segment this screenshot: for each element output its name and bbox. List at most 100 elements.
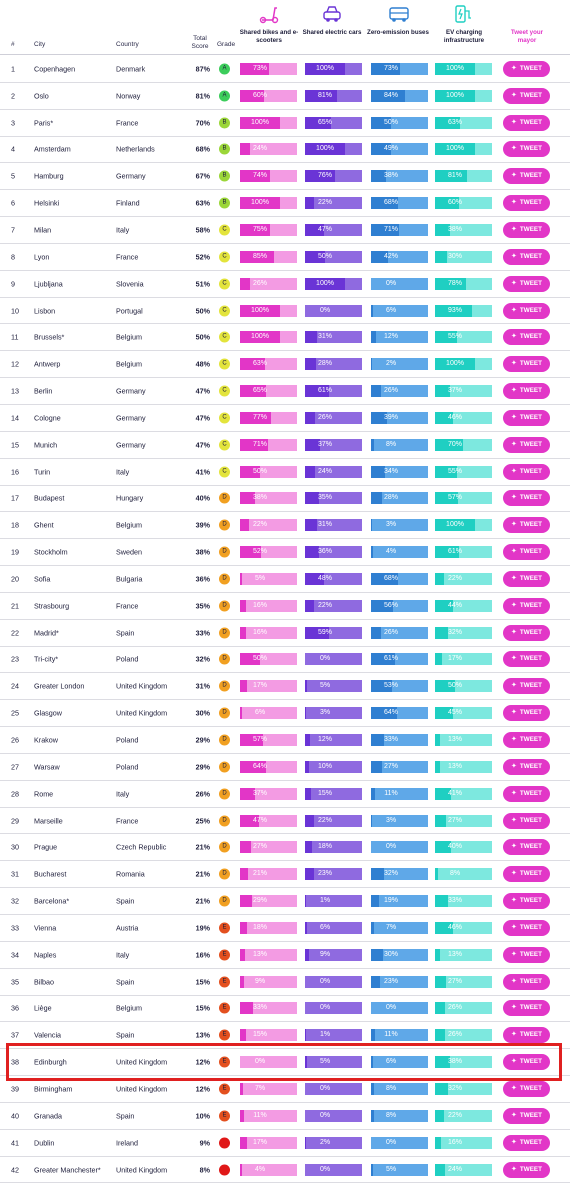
bikes-score-label: 13% [252,950,267,958]
tweet-button[interactable]: ✦ TWEET [503,651,550,668]
buses-score-bar: 11% [371,1029,428,1042]
twitter-bird-icon: ✦ [511,601,517,609]
bikes-score-bar: 17% [240,680,297,693]
tweet-button[interactable]: ✦ TWEET [503,570,550,587]
bikes-score-fill [240,1002,254,1015]
tweet-button[interactable]: ✦ TWEET [503,866,550,883]
tweet-button[interactable]: ✦ TWEET [503,946,550,963]
tweet-button[interactable]: ✦ TWEET [503,1161,550,1178]
cars-score-fill [305,438,320,451]
tweet-button[interactable]: ✦ TWEET [503,624,550,641]
buses-score-label: 84% [383,91,398,99]
tweet-button[interactable]: ✦ TWEET [503,1107,550,1124]
tweet-button[interactable]: ✦ TWEET [503,517,550,534]
tweet-button[interactable]: ✦ TWEET [503,383,550,400]
cars-score-fill [305,89,338,102]
bikes-score-fill [240,787,255,800]
tweet-button[interactable]: ✦ TWEET [503,114,550,131]
tweet-button[interactable]: ✦ TWEET [503,839,550,856]
cars-score-label: 18% [317,843,332,851]
grade-badge: C [219,251,230,263]
rank-number: 4 [11,144,15,154]
grade-badge: E [219,1029,230,1041]
tweet-button[interactable]: ✦ TWEET [503,436,550,453]
tweet-button[interactable]: ✦ TWEET [503,490,550,507]
twitter-bird-icon: ✦ [511,306,517,314]
tweet-button[interactable]: ✦ TWEET [503,356,550,373]
tweet-button[interactable]: ✦ TWEET [503,168,550,185]
tweet-button[interactable]: ✦ TWEET [503,60,550,77]
table-row: 21 Strasbourg France 35% D 16% 22% 56% 44% ✦ TWEET [0,593,570,620]
rank-number: 16 [11,467,19,477]
tweet-button[interactable]: ✦ TWEET [503,758,550,775]
bikes-score-label: 17% [252,1138,267,1146]
tweet-button[interactable]: ✦ TWEET [503,1080,550,1097]
tweet-button[interactable]: ✦ TWEET [503,329,550,346]
bikes-score-bar: 11% [240,1109,297,1122]
tweet-button[interactable]: ✦ TWEET [503,87,550,104]
tweet-button[interactable]: ✦ TWEET [503,785,550,802]
buses-score-label: 3% [385,521,397,529]
grade-badge: D [219,868,230,880]
tweet-button[interactable]: ✦ TWEET [503,463,550,480]
table-row: 32 Barcelona* Spain 21% D 29% 1% 19% 33% ✦ TWEET [0,888,570,915]
bikes-score-bar: 5% [240,572,297,585]
tweet-button[interactable]: ✦ TWEET [503,302,550,319]
tweet-button[interactable]: ✦ TWEET [503,1027,550,1044]
buses-score-bar: 8% [371,1082,428,1095]
tweet-button[interactable]: ✦ TWEET [503,732,550,749]
cars-score-label: 26% [317,413,332,421]
tweet-button[interactable]: ✦ TWEET [503,195,550,212]
tweet-button[interactable]: ✦ TWEET [503,1134,550,1151]
cars-score-fill [305,734,310,747]
tweet-button[interactable]: ✦ TWEET [503,705,550,722]
bikes-score-label: 57% [252,736,267,744]
header-divider [0,54,570,55]
tweet-button[interactable]: ✦ TWEET [503,141,550,158]
tweet-button[interactable]: ✦ TWEET [503,544,550,561]
buses-score-bar: 53% [371,680,428,693]
cars-score-bar: 24% [305,465,362,478]
rank-number: 9 [11,279,15,289]
total-score: 15% [195,977,210,987]
tweet-button[interactable]: ✦ TWEET [503,1054,550,1071]
twitter-bird-icon: ✦ [511,387,517,395]
cars-score-bar: 0% [305,1002,362,1015]
country-name: Italy [116,950,130,960]
cars-score-label: 76% [317,172,332,180]
city-name: Brussels* [34,332,65,342]
table-row: 18 Ghent Belgium 39% D 22% 31% 3% 100% ✦ TWEET [0,512,570,540]
cars-score-fill [305,62,345,75]
country-name: United Kingdom [116,1057,168,1067]
tweet-button[interactable]: ✦ TWEET [503,973,550,990]
cars-score-fill [305,465,315,478]
tweet-button[interactable]: ✦ TWEET [503,597,550,614]
tweet-button[interactable]: ✦ TWEET [503,812,550,829]
cars-score-label: 22% [317,199,332,207]
buses-score-label: 11% [384,1031,398,1039]
cars-score-fill [305,680,307,693]
tweet-button[interactable]: ✦ TWEET [503,919,550,936]
country-name: Slovenia [116,279,144,289]
car-icon [323,6,341,22]
tweet-button[interactable]: ✦ TWEET [503,1000,550,1017]
cars-score-bar: 76% [305,170,362,183]
ev-score-fill [435,707,453,720]
tweet-button[interactable]: ✦ TWEET [503,248,550,265]
buses-score-fill [371,1029,376,1042]
city-name: Hamburg [34,171,64,181]
buses-score-label: 64% [383,709,398,717]
tweet-button[interactable]: ✦ TWEET [503,221,550,238]
rank-number: 12 [11,359,19,369]
tweet-button[interactable]: ✦ TWEET [503,678,550,695]
twitter-bird-icon: ✦ [511,762,517,770]
buses-score-fill [371,760,382,773]
bikes-score-label: 74% [252,172,267,180]
tweet-button[interactable]: ✦ TWEET [503,893,550,910]
tweet-button[interactable]: ✦ TWEET [503,275,550,292]
tweet-button[interactable]: ✦ TWEET [503,409,550,426]
ev-score-bar: 55% [435,465,492,478]
bikes-score-bar: 57% [240,734,297,747]
tweet-button-label: TWEET [519,655,542,663]
cars-score-bar: 31% [305,519,362,532]
